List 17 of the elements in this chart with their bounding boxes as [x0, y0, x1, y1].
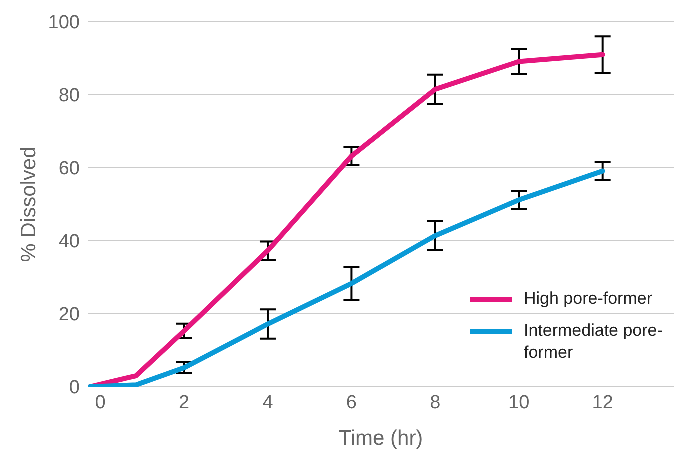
x-tick-label: 10	[508, 392, 530, 414]
x-tick-label: 8	[430, 392, 441, 414]
y-tick-label: 40	[58, 232, 80, 253]
y-tick-label: 0	[69, 378, 80, 399]
y-tick-label: 20	[58, 304, 80, 326]
x-tick-label: 6	[346, 392, 357, 414]
x-tick-label: 2	[178, 392, 190, 414]
x-tick-label: 4	[262, 392, 274, 414]
x-tick-label: 12	[592, 392, 614, 414]
y-axis-title: % Dissolved	[17, 146, 40, 262]
legend-label: Intermediate pore-former	[524, 320, 664, 364]
y-tick-label: 80	[58, 86, 80, 107]
x-tick-label: 0	[95, 392, 106, 414]
y-tick-label: 60	[58, 158, 80, 180]
x-axis-title: Time (hr)	[338, 427, 424, 450]
y-tick-label: 100	[48, 12, 80, 34]
legend-label: High pore-former	[524, 288, 654, 310]
